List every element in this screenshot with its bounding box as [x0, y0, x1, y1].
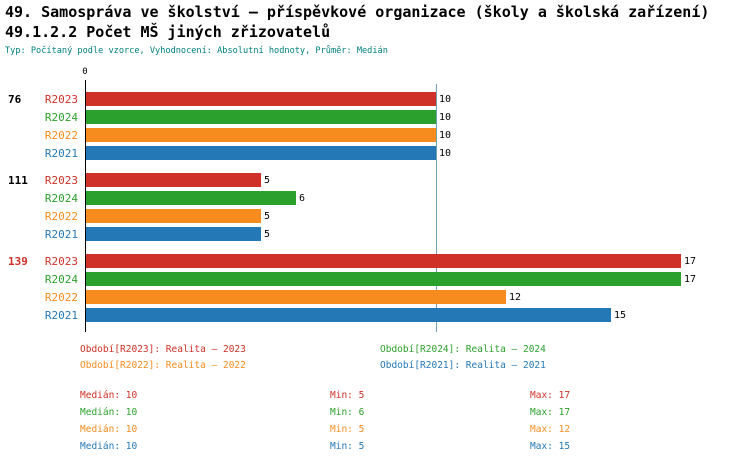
- bar-value-label: 10: [439, 147, 452, 159]
- legend-item: Období[R2024]: Realita – 2024: [380, 344, 546, 355]
- bar-row: R2024 6: [0, 189, 750, 207]
- bar: [86, 92, 436, 106]
- bar-value-label: 10: [439, 111, 452, 123]
- bar-area: 10: [82, 110, 750, 124]
- bar-value-label: 5: [264, 228, 271, 240]
- bar-area: 10: [82, 128, 750, 142]
- bar-row: R2022 12: [0, 288, 750, 306]
- series-tick-label: R2024: [44, 272, 78, 286]
- bar-value-label: 10: [439, 129, 452, 141]
- bar-value-label: 5: [264, 174, 271, 186]
- bar-group: 76 R2023 10 R2024 10 R2022 10 R2021 10: [0, 90, 750, 162]
- bar-area: 17: [82, 254, 750, 268]
- median-reference-line: [436, 84, 437, 332]
- bar-row: R2022 5: [0, 207, 750, 225]
- bar-group: 139 R2023 17 R2024 17 R2022 12 R2021 15: [0, 252, 750, 324]
- stat-min: Min: 5: [330, 441, 365, 452]
- bar-row: R2021 10: [0, 144, 750, 162]
- bar-value-label: 5: [264, 210, 271, 222]
- bar-row: R2022 10: [0, 126, 750, 144]
- series-tick-label: R2022: [44, 128, 78, 142]
- stat-max: Max: 12: [530, 424, 571, 435]
- bar: [86, 308, 611, 322]
- report-title: 49. Samospráva ve školství – příspěvkové…: [5, 3, 710, 21]
- series-tick-label: R2023: [44, 173, 78, 187]
- stat-min: Min: 6: [330, 407, 365, 418]
- chart-legend: Období[R2023]: Realita – 2023 Období[R202…: [80, 344, 546, 371]
- bar: [86, 272, 681, 286]
- bar: [86, 209, 261, 223]
- bar-row: 111 R2023 5: [0, 171, 750, 189]
- bar-value-label: 15: [614, 309, 627, 321]
- chart-plot: 76 R2023 10 R2024 10 R2022 10 R2021 10 111 R2023 5 R…: [0, 90, 750, 324]
- legend-item: Období[R2023]: Realita – 2023: [80, 344, 246, 355]
- bar: [86, 227, 261, 241]
- stat-median: Medián: 10: [80, 407, 138, 418]
- bar-value-label: 12: [509, 291, 522, 303]
- series-tick-label: R2021: [44, 227, 78, 241]
- series-tick-label: R2021: [44, 146, 78, 160]
- bar-area: 17: [82, 272, 750, 286]
- bar-area: 10: [82, 146, 750, 160]
- stat-median: Medián: 10: [80, 390, 138, 401]
- bar-area: 15: [82, 308, 750, 322]
- stat-max: Max: 17: [530, 407, 571, 418]
- bar: [86, 110, 436, 124]
- series-tick-label: R2023: [44, 92, 78, 106]
- stat-max: Max: 17: [530, 390, 571, 401]
- bar-row: R2021 15: [0, 306, 750, 324]
- bar-value-label: 17: [684, 255, 697, 267]
- bar-row: 139 R2023 17: [0, 252, 750, 270]
- legend-item: Období[R2021]: Realita – 2021: [380, 360, 546, 371]
- stat-median: Medián: 10: [80, 441, 138, 452]
- bar-area: 5: [82, 227, 750, 241]
- bar-value-label: 6: [299, 192, 306, 204]
- bar: [86, 254, 681, 268]
- bar-area: 5: [82, 173, 750, 187]
- group-label: 139: [8, 254, 28, 268]
- legend-item: Období[R2022]: Realita – 2022: [80, 360, 246, 371]
- bar: [86, 146, 436, 160]
- chart-meta-text: Typ: Počítaný podle vzorce, Vyhodnocení:…: [5, 46, 388, 56]
- axis-zero-label: 0: [82, 67, 88, 77]
- series-tick-label: R2022: [44, 209, 78, 223]
- chart-title: 49.1.2.2 Počet MŠ jiných zřizovatelů: [5, 23, 331, 41]
- bar-row: R2024 10: [0, 108, 750, 126]
- group-label: 111: [8, 173, 28, 187]
- stat-min: Min: 5: [330, 424, 365, 435]
- bar-row: R2024 17: [0, 270, 750, 288]
- stat-median: Medián: 10: [80, 424, 138, 435]
- bar: [86, 290, 506, 304]
- stat-max: Max: 15: [530, 441, 571, 452]
- bar-area: 10: [82, 92, 750, 106]
- bar-value-label: 17: [684, 273, 697, 285]
- series-tick-label: R2021: [44, 308, 78, 322]
- bar-area: 5: [82, 209, 750, 223]
- chart-stats: Medián: 10 Min: 5 Max: 17 Medián: 10 Min: 6 M…: [80, 390, 570, 452]
- bar-area: 6: [82, 191, 750, 205]
- stat-min: Min: 5: [330, 390, 365, 401]
- series-tick-label: R2023: [44, 254, 78, 268]
- bar-area: 12: [82, 290, 750, 304]
- series-tick-label: R2024: [44, 191, 78, 205]
- bar-chart: 76 R2023 10 R2024 10 R2022 10 R2021 10 111 R2023 5 R…: [0, 90, 750, 333]
- bar-row: R2021 5: [0, 225, 750, 243]
- group-label: 76: [8, 92, 22, 106]
- series-tick-label: R2022: [44, 290, 78, 304]
- bar: [86, 173, 261, 187]
- series-tick-label: R2024: [44, 110, 78, 124]
- bar-row: 76 R2023 10: [0, 90, 750, 108]
- bar-group: 111 R2023 5 R2024 6 R2022 5 R2021 5: [0, 171, 750, 243]
- bar-value-label: 10: [439, 93, 452, 105]
- bar: [86, 191, 296, 205]
- bar: [86, 128, 436, 142]
- value-axis-line: [85, 80, 86, 332]
